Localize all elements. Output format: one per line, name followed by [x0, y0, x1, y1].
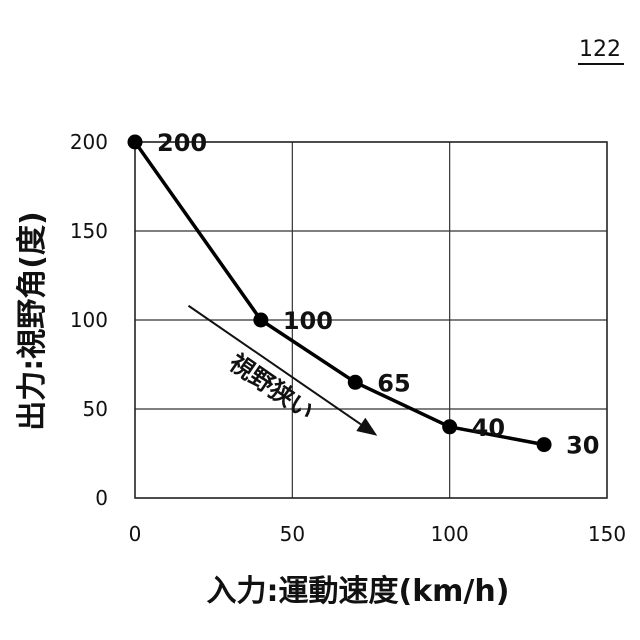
- data-labels: 200 100 65 40 30: [157, 129, 599, 460]
- data-point-1: [253, 313, 268, 328]
- data-point-4: [537, 437, 552, 452]
- annotation-arrow-line: [188, 306, 360, 425]
- data-label-4: 30: [566, 432, 599, 460]
- data-label-2: 65: [377, 369, 410, 397]
- x-axis-title: 入力:運動速度(km/h): [207, 574, 510, 609]
- figure-number: 122: [579, 37, 621, 62]
- x-tick-label-3: 150: [588, 522, 626, 546]
- x-tick-label-2: 100: [431, 522, 469, 546]
- x-tick-labels: 0 50 100 150: [129, 522, 626, 546]
- data-point-2: [348, 375, 363, 390]
- data-points: [128, 135, 552, 453]
- y-tick-label-0: 0: [95, 486, 108, 510]
- x-tick-label-1: 50: [280, 522, 305, 546]
- y-tick-label-4: 200: [70, 130, 108, 154]
- y-tick-label-1: 50: [83, 397, 108, 421]
- x-tick-label-0: 0: [129, 522, 142, 546]
- figure-number-group: 122: [578, 37, 624, 64]
- data-label-0: 200: [157, 129, 207, 157]
- y-tick-label-2: 100: [70, 308, 108, 332]
- y-axis-title: 出力:視野角(度): [15, 211, 50, 430]
- series-line: [135, 142, 544, 445]
- data-label-3: 40: [472, 414, 505, 442]
- data-point-0: [128, 135, 143, 150]
- data-label-1: 100: [283, 307, 333, 335]
- annotation-arrowhead: [356, 418, 377, 436]
- data-point-3: [442, 419, 457, 434]
- y-tick-label-3: 150: [70, 219, 108, 243]
- y-tick-labels: 0 50 100 150 200: [70, 130, 108, 510]
